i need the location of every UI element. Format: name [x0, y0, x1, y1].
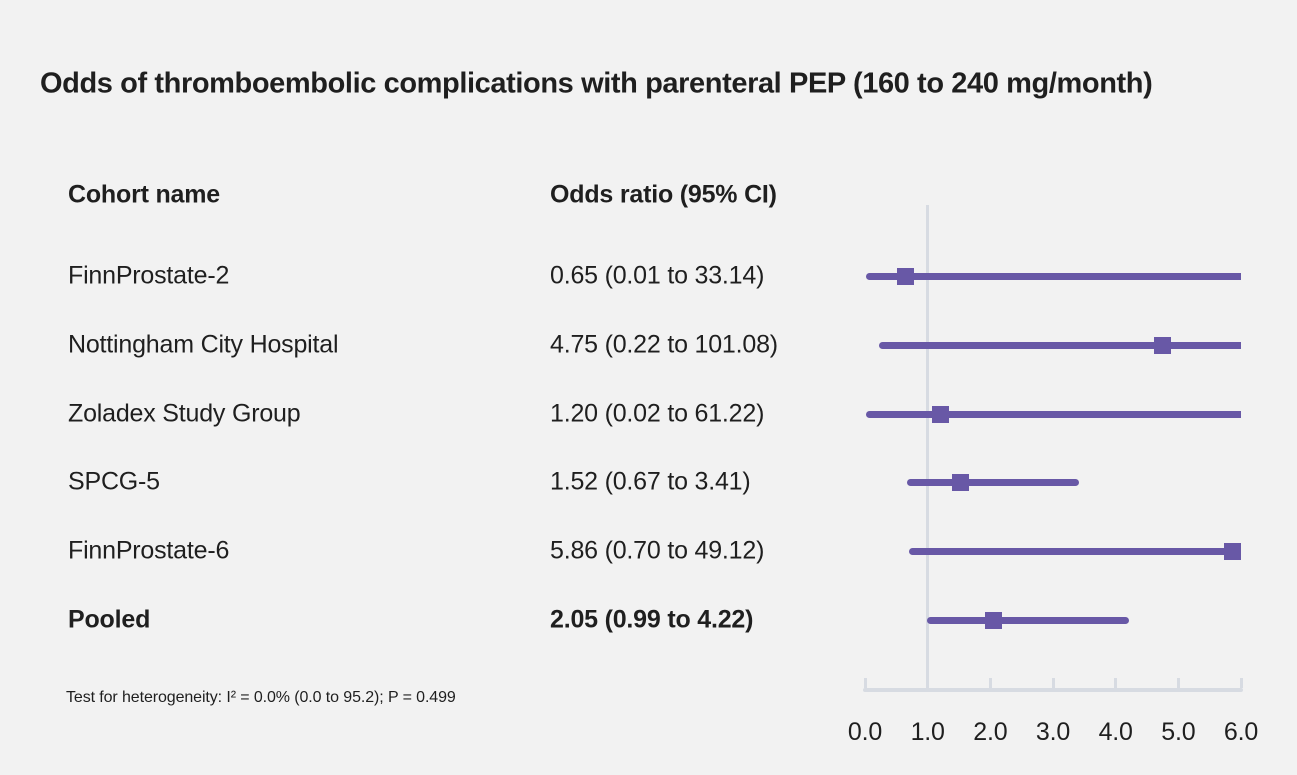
axis-tick: [988, 678, 992, 688]
odds-ratio-value: 2.05 (0.99 to 4.22): [550, 605, 754, 634]
cohort-name: Zoladex Study Group: [68, 399, 301, 428]
or-marker: [1223, 542, 1241, 560]
ci-bar: [865, 272, 1241, 280]
axis-tick-label: 5.0: [1161, 718, 1196, 746]
axis-tick-label: 4.0: [1098, 718, 1133, 746]
heterogeneity-footnote: Test for heterogeneity: I² = 0.0% (0.0 t…: [66, 689, 456, 706]
cohort-column-header: Cohort name: [68, 180, 220, 209]
or-marker: [984, 611, 1002, 629]
axis-tick-label: 6.0: [1223, 718, 1259, 746]
cohort-name: SPCG-5: [68, 467, 160, 496]
axis-tick: [1051, 678, 1055, 688]
odds-ratio-column-header: Odds ratio (95% CI): [550, 180, 777, 209]
odds-ratio-value: 5.86 (0.70 to 49.12): [550, 536, 765, 565]
axis-tick-label: 1.0: [910, 718, 945, 746]
ci-bar: [927, 616, 1130, 624]
cohort-name: FinnProstate-6: [68, 536, 230, 565]
odds-ratio-value: 0.65 (0.01 to 33.14): [550, 261, 765, 290]
axis-tick-label: 3.0: [1035, 718, 1071, 746]
odds-ratio-value: 4.75 (0.22 to 101.08): [550, 330, 778, 359]
reference-line: [926, 205, 930, 692]
axis-tick-label: 2.0: [973, 718, 1008, 746]
axis-tick: [863, 678, 867, 688]
axis-tick: [926, 678, 930, 688]
odds-ratio-value: 1.20 (0.02 to 61.22): [550, 399, 765, 428]
chart-title: Odds of thromboembolic complications wit…: [40, 67, 1153, 100]
cohort-name: Nottingham City Hospital: [68, 330, 339, 359]
ci-bar: [906, 478, 1079, 486]
cohort-name: Pooled: [68, 605, 151, 634]
ci-bar: [866, 410, 1241, 418]
ci-bar: [878, 341, 1241, 349]
axis-tick: [1239, 678, 1243, 688]
axis-baseline: [863, 688, 1243, 692]
axis-tick: [1176, 678, 1180, 688]
or-marker: [951, 473, 969, 491]
ci-bar: [908, 547, 1241, 555]
odds-ratio-value: 1.52 (0.67 to 3.41): [550, 467, 751, 496]
axis-tick-label: 0.0: [847, 718, 883, 746]
cohort-name: FinnProstate-2: [68, 261, 230, 290]
or-marker: [931, 405, 949, 423]
axis-tick: [1114, 678, 1118, 688]
or-marker: [1154, 336, 1172, 354]
or-marker: [897, 267, 915, 285]
